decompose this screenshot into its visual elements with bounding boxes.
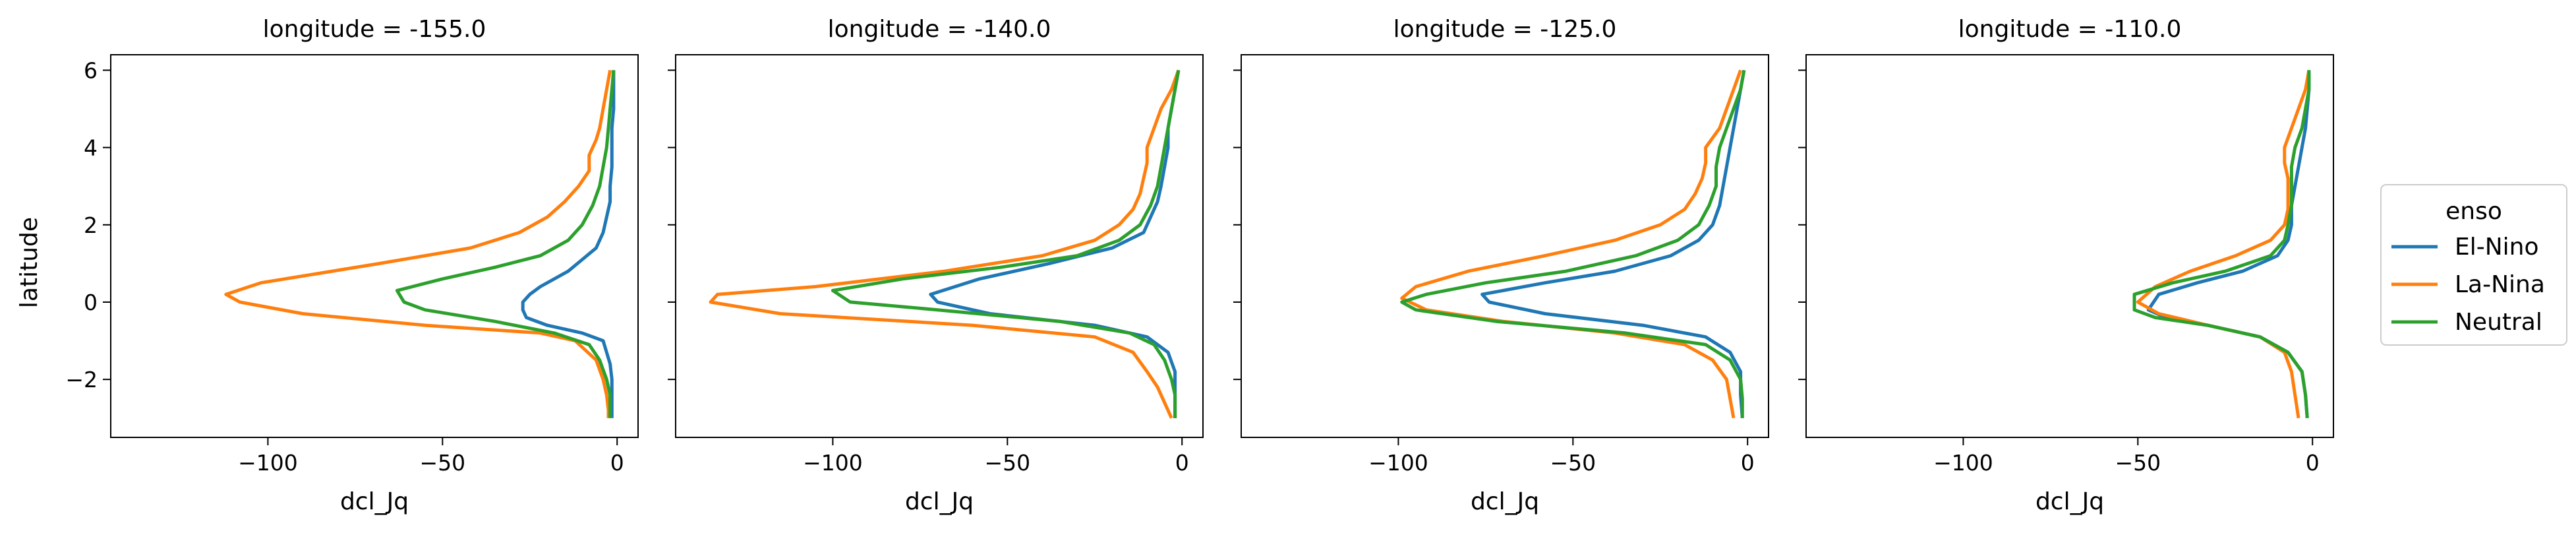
x-tick-label: −100 — [1368, 450, 1428, 476]
legend-title: enso — [2445, 198, 2502, 225]
y-tick-label: 4 — [84, 135, 98, 161]
series-line-neutral — [2132, 70, 2311, 418]
panel-3: longitude = -125.0 −100 −50 0 dcl_Jq — [1233, 16, 1769, 515]
panel-4: longitude = -110.0 −100 −50 0 dcl_Jq — [1798, 16, 2334, 515]
series-line-la-nina — [1400, 69, 1742, 419]
x-tick-label: 0 — [1741, 450, 1755, 476]
panel-title: longitude = -140.0 — [828, 16, 1051, 43]
x-axis-title: dcl_Jq — [2035, 488, 2104, 515]
series-line-el-nino — [1480, 69, 1746, 418]
panel-1: longitude = -155.0 −100 −50 0 dcl_Jq −2 0 2 4 6 — [65, 16, 639, 515]
y-tick-label: 2 — [84, 212, 98, 238]
y-tick-label: 0 — [84, 290, 98, 315]
x-tick-label: −50 — [984, 450, 1030, 476]
series-line-el-nino — [521, 70, 616, 418]
legend-label-neutral: Neutral — [2455, 309, 2542, 336]
legend-box — [2380, 184, 2567, 346]
series-line-neutral — [831, 69, 1181, 418]
panel-frame — [1805, 54, 2334, 438]
y-axis-title: latitude — [16, 217, 43, 308]
x-axis-title: dcl_Jq — [1471, 488, 1539, 515]
panel-frame — [110, 54, 639, 438]
series-line-la-nina — [709, 69, 1181, 419]
y-tick-label: −2 — [65, 367, 98, 393]
series-line-neutral — [1400, 69, 1746, 418]
series-line-el-nino — [2146, 70, 2311, 418]
x-tick-label: −100 — [1933, 450, 1993, 476]
x-tick-label: −50 — [2115, 450, 2161, 476]
x-tick-label: 0 — [1175, 450, 1189, 476]
legend-label-el-nino: El-Nino — [2455, 234, 2539, 261]
panel-title: longitude = -155.0 — [263, 16, 486, 43]
x-tick-label: 0 — [610, 450, 624, 476]
panel-2: longitude = -140.0 −100 −50 0 dcl_Jq — [668, 16, 1204, 515]
legend-label-la-nina: La-Nina — [2455, 271, 2545, 298]
x-axis-title: dcl_Jq — [340, 488, 409, 515]
x-tick-label: 0 — [2306, 450, 2320, 476]
x-tick-label: −50 — [419, 450, 465, 476]
series-line-la-nina — [2136, 69, 2311, 419]
x-tick-label: −50 — [1550, 450, 1596, 476]
panel-title: longitude = -110.0 — [1958, 16, 2182, 43]
panel-frame — [675, 54, 1204, 438]
panels: longitude = -155.0−100 −50 0dcl_Jq−20246lo… — [65, 16, 2334, 515]
panel-title: longitude = -125.0 — [1393, 16, 1617, 43]
x-axis-title: dcl_Jq — [905, 488, 974, 515]
x-tick-label: −100 — [238, 450, 298, 476]
panel-frame — [1241, 54, 1769, 438]
legend: enso El-Nino La-Nina Neutral — [2380, 184, 2567, 346]
x-tick-label: −100 — [803, 450, 863, 476]
series-line-la-nina — [224, 69, 612, 418]
y-tick-label: 6 — [84, 57, 98, 83]
series-line-neutral — [395, 70, 616, 418]
